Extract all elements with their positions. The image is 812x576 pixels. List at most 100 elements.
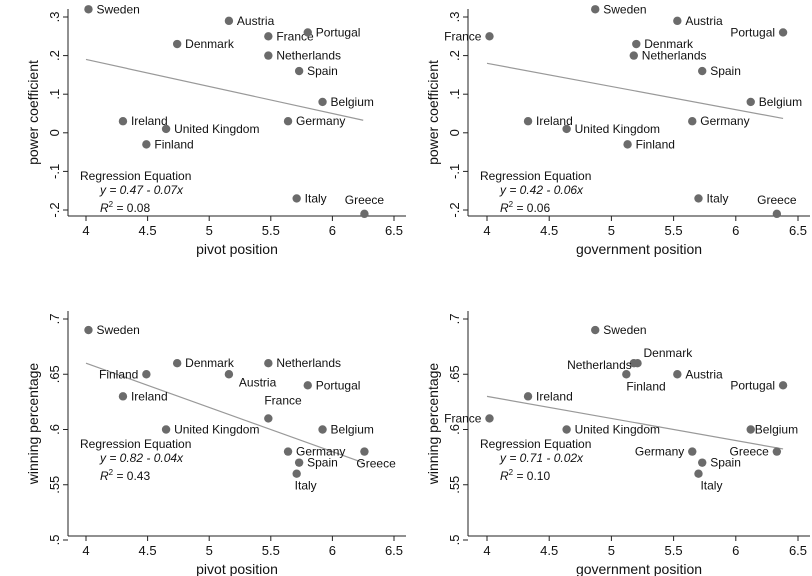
data-point — [485, 414, 494, 423]
data-point — [562, 124, 571, 134]
regression-equation: y = 0.47 - 0.07x — [99, 183, 184, 197]
point-label: Italy — [295, 479, 317, 493]
y-tick-label: .6 — [47, 424, 62, 435]
x-axis-title: government position — [576, 241, 702, 257]
data-point — [84, 325, 93, 335]
data-point — [294, 458, 304, 467]
point-label: Italy — [700, 479, 722, 493]
y-axis-title: winning percentage — [25, 363, 41, 486]
point-label: Finland — [154, 137, 193, 151]
point-label: Italy — [706, 191, 728, 205]
y-tick-label: .7 — [47, 314, 62, 325]
data-point — [591, 5, 600, 14]
data-point — [283, 117, 293, 126]
point-label: Austria — [239, 375, 277, 389]
point-label: Portugal — [316, 378, 361, 392]
x-tick-label: 6 — [732, 543, 739, 558]
scatter-panel: 4 4.5 5 5.5 6 6.5 -.2 -.1 0 .1 .2 .3 government posi… — [425, 2, 810, 257]
point-label: Belgium — [755, 423, 798, 437]
point-label: Austria — [685, 14, 723, 28]
scatter-panel: 4 4.5 5 5.5 6 6.5 -.2 -.1 0 .1 .2 .3 pivot position p… — [25, 2, 406, 257]
x-tick-label: 5 — [206, 223, 213, 238]
y-tick-label: .1 — [47, 89, 62, 100]
data-point — [224, 16, 234, 26]
point-label: Sweden — [96, 323, 139, 337]
point-label: Portugal — [730, 25, 775, 39]
regression-line — [486, 62, 784, 120]
data-point — [629, 359, 638, 368]
point-label: United Kingdom — [575, 423, 660, 437]
x-tick-label: 4.5 — [139, 223, 157, 238]
regression-title: Regression Equation — [480, 437, 591, 451]
data-point — [778, 381, 788, 390]
point-label: Sweden — [96, 2, 139, 16]
regression-title: Regression Equation — [80, 437, 191, 451]
y-tick-label: .1 — [447, 89, 462, 100]
x-tick-label: 6.5 — [385, 223, 403, 238]
point-label: Denmark — [644, 346, 694, 360]
y-axis-title: power coefficient — [425, 60, 441, 165]
data-point — [142, 370, 151, 379]
point-label: Spain — [710, 456, 741, 470]
point-label: Germany — [635, 445, 684, 459]
point-label: Austria — [685, 367, 723, 381]
data-point — [264, 359, 273, 368]
y-tick-label: -.1 — [447, 164, 462, 179]
data-point — [118, 392, 128, 401]
x-tick-label: 4.5 — [540, 543, 558, 558]
point-label: France — [264, 393, 302, 407]
point-label: France — [444, 411, 482, 425]
data-point — [303, 381, 312, 390]
data-point — [485, 32, 494, 41]
point-label: Spain — [307, 64, 338, 78]
data-point — [623, 140, 632, 149]
regression-title: Regression Equation — [80, 169, 191, 183]
point-label: Netherlands — [276, 356, 341, 370]
y-tick-label: .5 — [47, 535, 62, 546]
point-label: United Kingdom — [575, 122, 660, 136]
x-tick-label: 6.5 — [789, 543, 807, 558]
point-label: Sweden — [603, 323, 646, 337]
data-point — [318, 425, 327, 434]
y-tick-label: -.2 — [447, 202, 462, 217]
regression-line — [486, 395, 784, 450]
y-tick-label: -.2 — [47, 202, 62, 217]
x-axis-title: government position — [576, 561, 702, 576]
point-label: Finland — [636, 137, 675, 151]
x-tick-label: 5.5 — [262, 543, 280, 558]
point-label: Denmark — [185, 37, 235, 51]
y-tick-label: .2 — [47, 50, 62, 61]
x-tick-label: 4 — [82, 223, 89, 238]
y-tick-label: -.1 — [47, 164, 62, 179]
point-label: Finland — [626, 379, 665, 393]
data-point — [161, 124, 171, 134]
y-axis-title: power coefficient — [25, 60, 41, 165]
r-squared: R2 = 0.10 — [500, 468, 550, 483]
y-tick-label: .55 — [47, 476, 62, 494]
data-point — [318, 97, 327, 107]
x-tick-label: 5 — [608, 223, 615, 238]
x-tick-label: 4.5 — [139, 543, 157, 558]
x-tick-label: 6 — [329, 543, 336, 558]
x-tick-label: 6.5 — [789, 223, 807, 238]
y-tick-label: .6 — [447, 424, 462, 435]
data-point — [118, 117, 128, 126]
data-point — [292, 194, 301, 203]
point-label: Belgium — [331, 423, 374, 437]
point-label: Belgium — [759, 95, 802, 109]
x-tick-label: 5 — [608, 543, 615, 558]
data-point — [264, 51, 273, 60]
y-tick-label: .65 — [47, 365, 62, 383]
data-point — [360, 447, 369, 456]
regression-equation: y = 0.71 - 0.02x — [499, 451, 584, 465]
x-tick-label: 4.5 — [540, 223, 558, 238]
point-label: Germany — [700, 114, 749, 128]
regression-line — [85, 58, 364, 121]
x-tick-label: 5.5 — [665, 543, 683, 558]
data-point — [264, 32, 273, 41]
data-point — [673, 16, 682, 26]
r-squared: R2 = 0.06 — [500, 200, 550, 215]
data-point — [694, 194, 703, 203]
data-point — [622, 370, 631, 379]
point-label: Spain — [710, 64, 741, 78]
